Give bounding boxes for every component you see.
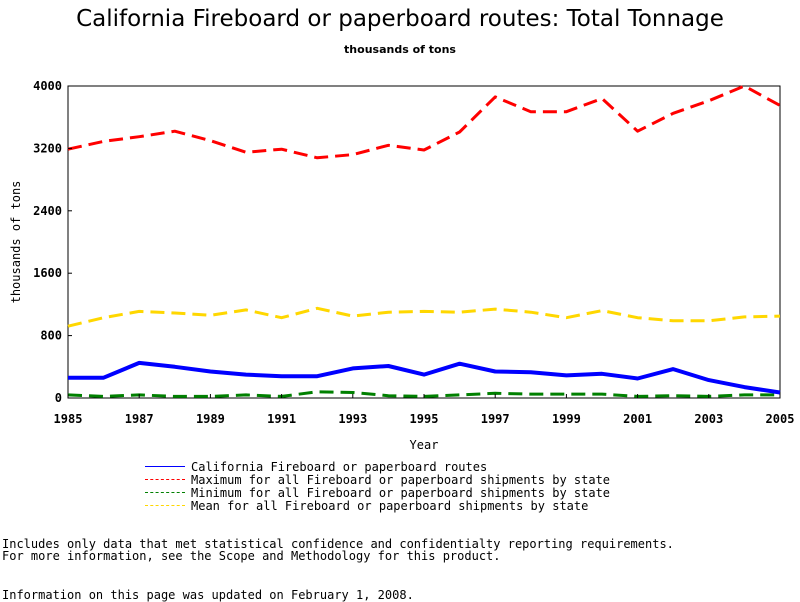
x-tick-label: 2003 <box>694 412 723 426</box>
x-tick-label: 1987 <box>125 412 154 426</box>
y-tick-label: 0 <box>55 391 62 405</box>
series-line-0 <box>68 360 781 395</box>
legend-item: Minimum for all Fireboard or paperboard … <box>145 485 611 500</box>
y-tick-label: 800 <box>40 329 62 343</box>
series-line-2 <box>67 390 780 398</box>
x-tick-label: 1991 <box>267 412 296 426</box>
y-tick-label: 3200 <box>33 141 62 155</box>
legend-item: California Fireboard or paperboard route… <box>145 459 610 474</box>
y-tick-label: 1600 <box>33 266 62 280</box>
note-updated: Information on this page was updated on … <box>2 588 414 602</box>
x-tick-label: 1993 <box>338 412 367 426</box>
legend-label: California Fireboard or paperboard route… <box>191 459 488 474</box>
x-tick-label: 2001 <box>623 412 652 426</box>
x-tick-label: 1989 <box>196 412 225 426</box>
legend-swatch <box>145 505 185 506</box>
legend-swatch <box>145 492 185 493</box>
legend-swatch <box>145 479 185 480</box>
plot-frame <box>67 85 781 399</box>
y-tick-layer: 0 800 1600 2400 3200 4000 <box>33 79 72 405</box>
legend: California Fireboard or paperboard route… <box>145 459 611 513</box>
x-tick-label: 1997 <box>481 412 510 426</box>
series-line-3 <box>67 306 781 328</box>
legend-label: Minimum for all Fireboard or paperboard … <box>191 485 611 500</box>
x-tick-label: 1995 <box>410 412 439 426</box>
y-tick-label: 2400 <box>33 204 62 218</box>
legend-swatch <box>145 466 185 467</box>
series-line-1 <box>67 84 781 160</box>
x-tick-layer: 1985 1987 1989 1991 1993 1995 1997 1999 2001 2003… <box>54 394 795 426</box>
note-confidence: Includes only data that met statistical … <box>2 537 674 551</box>
legend-item: Maximum for all Fireboard or paperboard … <box>145 472 611 487</box>
x-tick-label: 1985 <box>54 412 83 426</box>
y-tick-label: 4000 <box>33 79 62 93</box>
chart-title: California Fireboard or paperboard route… <box>76 6 724 32</box>
series-layer <box>67 84 781 398</box>
x-axis-label: Year <box>410 438 439 452</box>
legend-label: Mean for all Fireboard or paperboard shi… <box>191 498 589 513</box>
y-axis-label: thousands of tons <box>9 181 23 304</box>
legend-item: Mean for all Fireboard or paperboard shi… <box>145 498 610 513</box>
chart-subtitle: thousands of tons <box>344 43 456 56</box>
x-tick-label: 2005 <box>766 412 795 426</box>
legend-label: Maximum for all Fireboard or paperboard … <box>191 472 611 487</box>
note-methodology: For more information, see the Scope and … <box>2 549 501 563</box>
x-tick-label: 1999 <box>552 412 581 426</box>
